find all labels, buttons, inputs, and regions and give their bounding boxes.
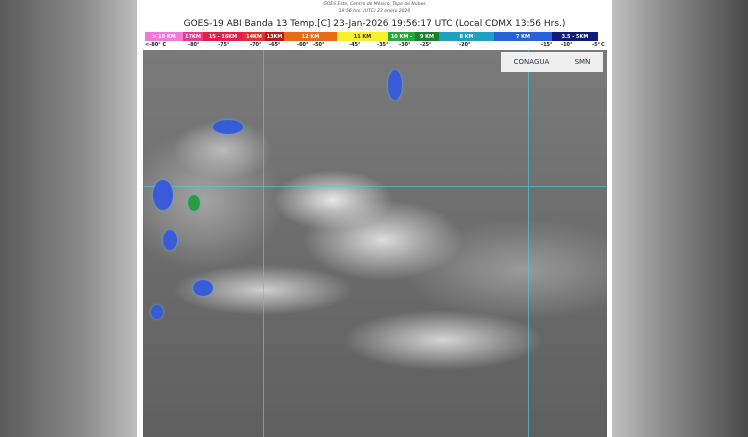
- color-segment: 13KM: [265, 32, 284, 41]
- cloud-top: [193, 280, 213, 296]
- cloud-top: [151, 305, 163, 319]
- tick-label: -70°: [250, 42, 262, 48]
- color-segment: 8 KM: [439, 32, 494, 41]
- tick-label: -60°: [297, 42, 309, 48]
- cloud-top: [213, 120, 243, 134]
- color-segment: > 18 KM: [145, 32, 183, 41]
- tick-label: -80°: [188, 42, 200, 48]
- tick-label: -25°: [420, 42, 432, 48]
- tick-label: -65°: [269, 42, 281, 48]
- tick-label: -45°: [349, 42, 361, 48]
- grid-line: [528, 50, 529, 437]
- subtitle-2: 19:56 hrs. (UTC) 23 enero 2026: [338, 9, 411, 14]
- cloud-top: [388, 70, 402, 100]
- color-segment: 17KM: [183, 32, 203, 41]
- cloud-top: [188, 195, 200, 211]
- tick-label: -15°: [541, 42, 553, 48]
- tick-label: -75°: [218, 42, 230, 48]
- color-segment: 15 - 16KM: [203, 32, 243, 41]
- tick-label: -35°: [377, 42, 389, 48]
- cloud-top: [163, 230, 177, 250]
- conagua-logo: CONAGUA: [513, 58, 550, 66]
- grid-line: [143, 186, 607, 187]
- tick-label: C: [601, 42, 605, 48]
- tick-label: <-80° C: [145, 42, 167, 48]
- color-segment: 3.5 - 5KM: [552, 32, 598, 41]
- satellite-image-panel: GOES Este, Centro de México, Tope de Nub…: [137, 0, 612, 437]
- subtitle-1: GOES Este, Centro de México, Tope de Nub…: [323, 2, 426, 7]
- color-segment: 12 KM: [284, 32, 337, 41]
- color-segment: 14KM: [243, 32, 265, 41]
- color-segment: 10 KM -: [388, 32, 415, 41]
- blurred-background-right: [612, 0, 748, 437]
- agency-logos: CONAGUA SMN: [501, 52, 603, 72]
- tick-label: -20°: [459, 42, 471, 48]
- color-segment: 11 KM: [337, 32, 388, 41]
- blurred-background-left: [0, 0, 137, 437]
- satellite-map: CONAGUA SMN: [143, 50, 607, 437]
- image-title: GOES-19 ABI Banda 13 Temp.[C] 23-Jan-202…: [183, 19, 566, 29]
- color-segment: 7 KM: [494, 32, 552, 41]
- smn-logo: SMN: [574, 58, 591, 66]
- grid-line: [263, 50, 264, 437]
- tick-label: -30°: [399, 42, 411, 48]
- temperature-ticks: <-80° C -80° -75° -70° -65° -60° -50° -45° -35° -…: [137, 42, 612, 50]
- tick-label: -5°: [592, 42, 601, 48]
- cloud-top: [153, 180, 173, 210]
- tick-label: -10°: [561, 42, 573, 48]
- color-scale-bar: > 18 KM 17KM 15 - 16KM 14KM 13KM 12 KM 11 KM 10…: [145, 32, 598, 41]
- color-segment: 9 KM: [415, 32, 439, 41]
- tick-label: -50°: [313, 42, 325, 48]
